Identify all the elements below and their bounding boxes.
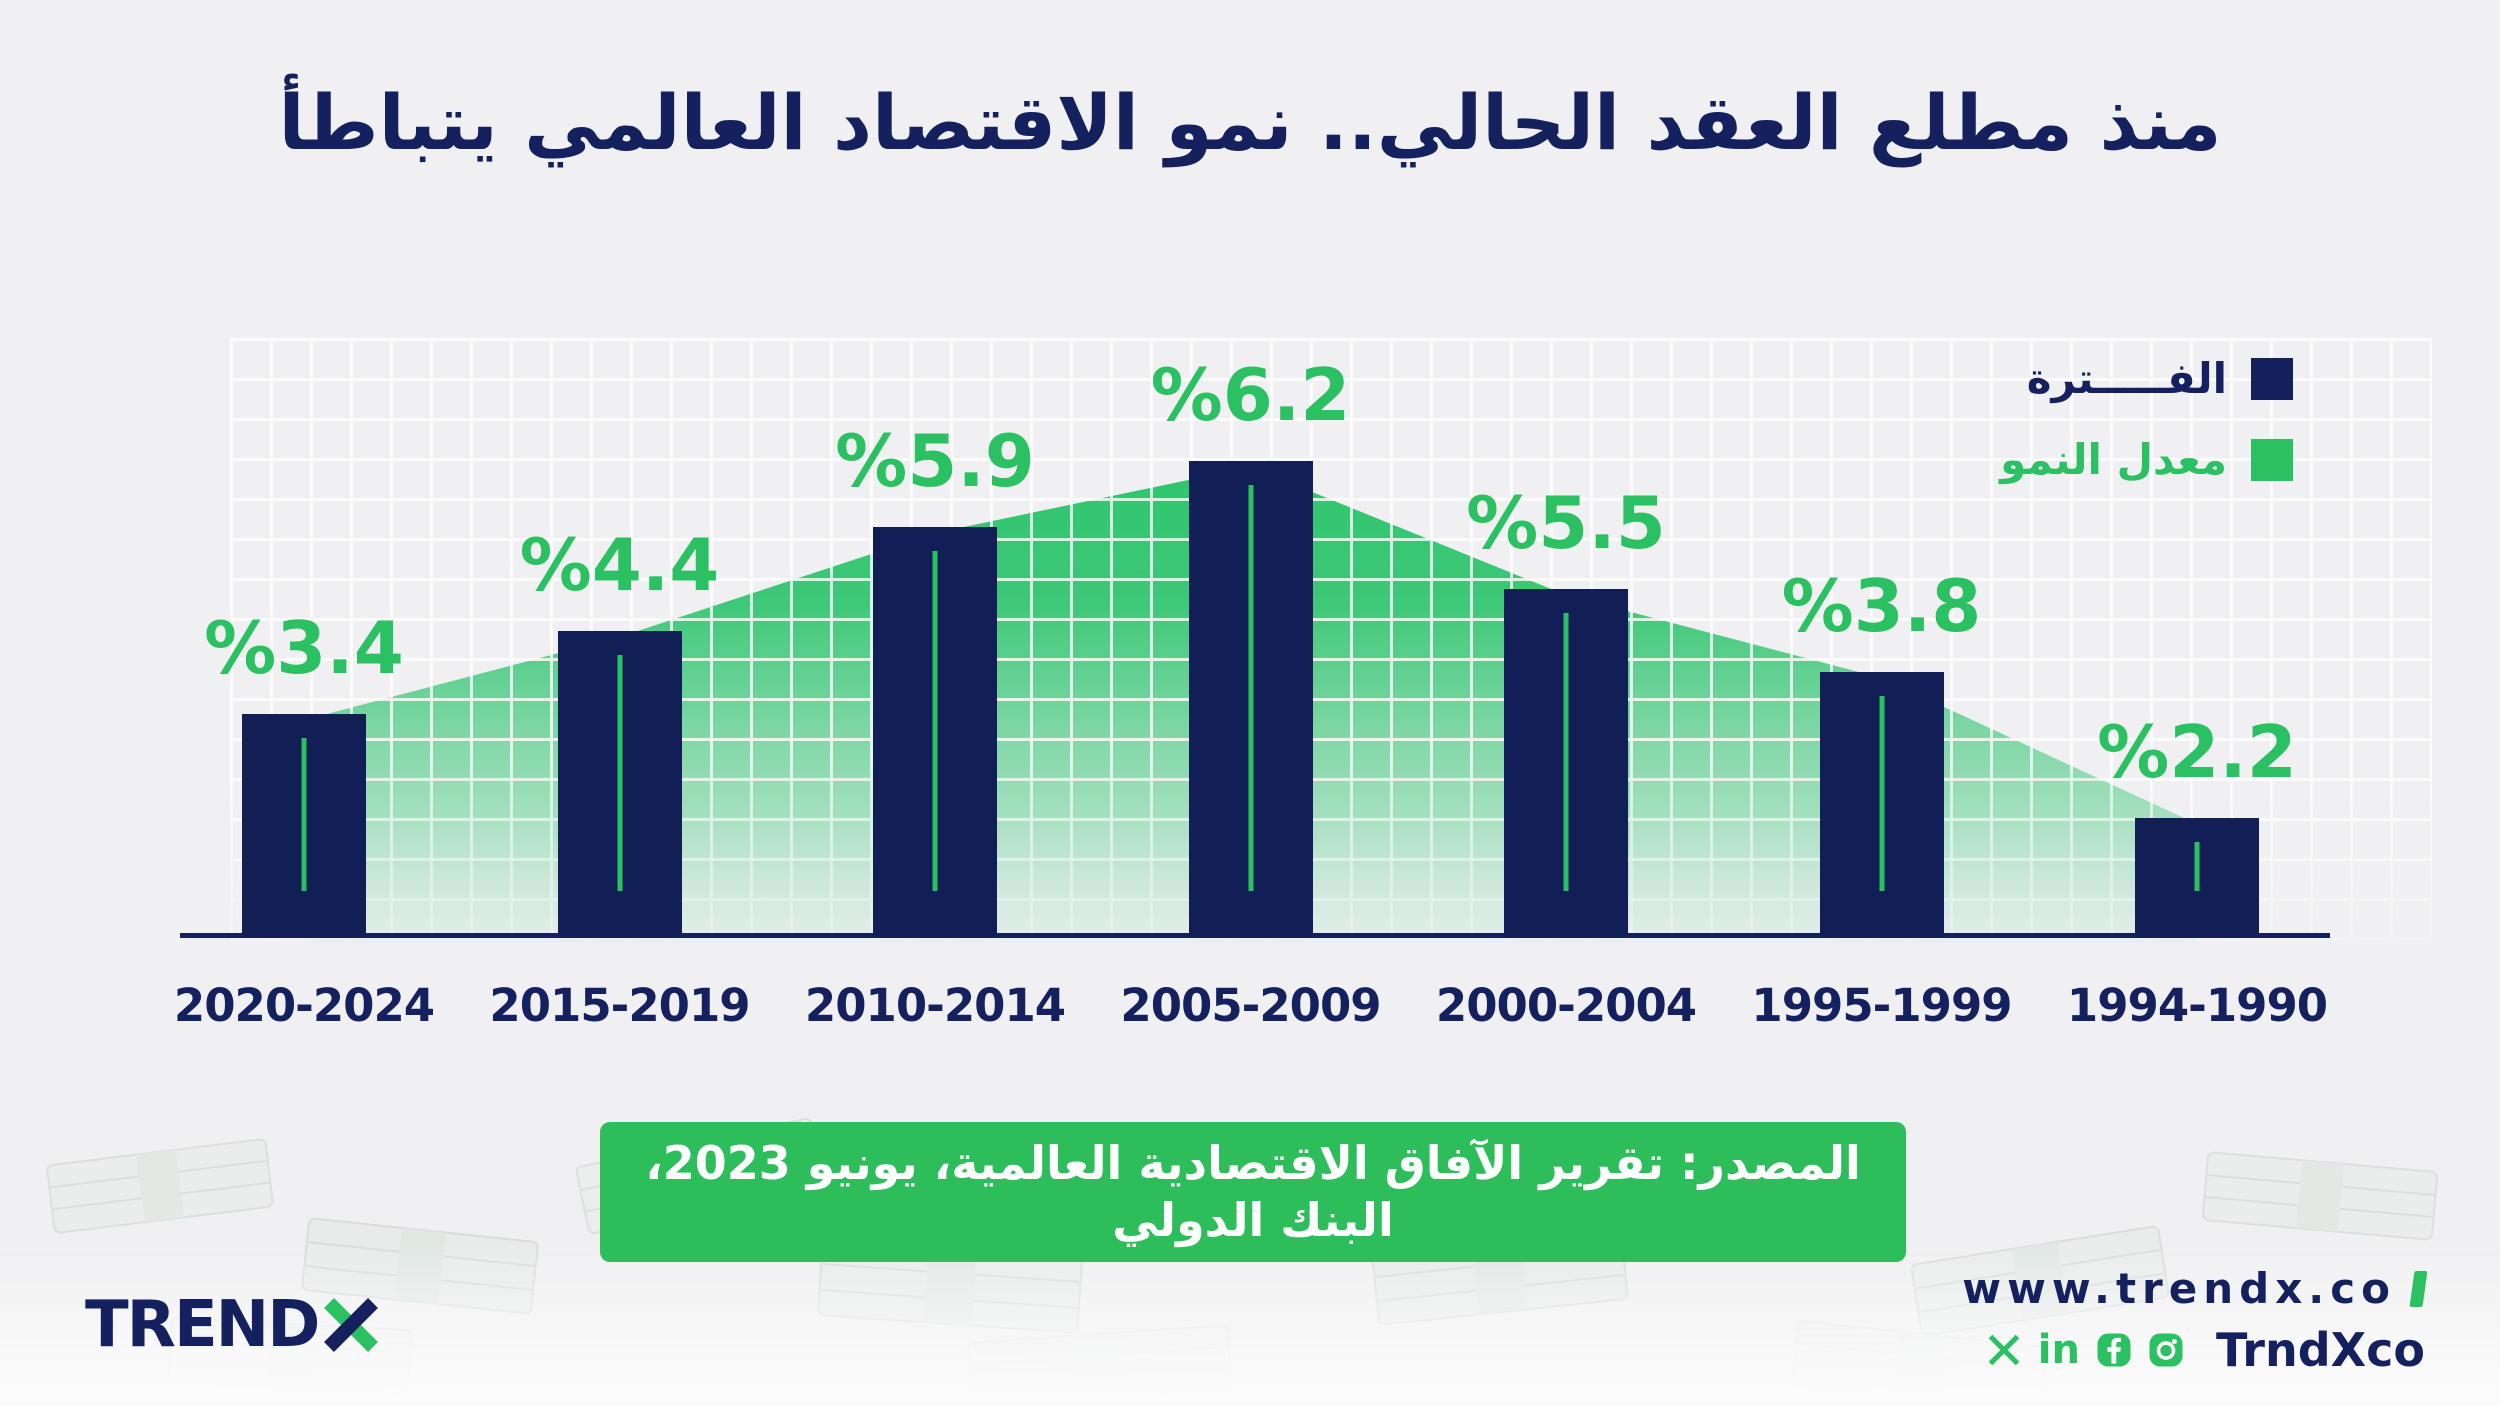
growth-label: معدل النمو — [2000, 435, 2227, 484]
source-text: المصدر: تقرير الآفاق الاقتصادية العالمية… — [645, 1135, 1861, 1248]
bar-inner-green-line — [301, 738, 307, 891]
period-swatch — [2251, 357, 2293, 400]
bar-2005-2009 — [1188, 461, 1313, 937]
value-label-1994-1990: %2.2 — [2097, 710, 2297, 794]
facebook-icon[interactable] — [2096, 1332, 2132, 1368]
category-label-2000-2004: 2000-2004 — [1435, 979, 1697, 1032]
x-icon[interactable] — [1986, 1332, 2022, 1368]
brand-logo: TREND — [85, 1288, 380, 1362]
value-label-2005-2009: %6.2 — [1150, 353, 1351, 437]
bar-2015-2019 — [557, 631, 682, 937]
category-label-2015-2019: 2015-2019 — [489, 979, 750, 1032]
legend-item-growth: معدل النمو — [2000, 435, 2293, 484]
website-link[interactable]: www.trendx.co — [1962, 1264, 2396, 1313]
bar-2020-2024 — [242, 714, 366, 937]
category-label-1994-1990: 1994-1990 — [2066, 979, 2328, 1032]
linkedin-icon[interactable]: in — [2037, 1327, 2080, 1373]
category-label-2010-2014: 2010-2014 — [804, 979, 1066, 1032]
bar-1995-1999 — [1819, 672, 1944, 937]
chart-legend: الفـــــترة معدل النمو — [2000, 354, 2293, 484]
bar-inner-green-line — [617, 655, 622, 891]
category-label-2005-2009: 2005-2009 — [1120, 979, 1381, 1032]
green-accent-mark — [2409, 1270, 2428, 1307]
growth-swatch — [2251, 438, 2293, 481]
bar-2010-2014 — [873, 527, 997, 937]
page-title: منذ مطلع العقد الحالي.. نمو الاقتصاد الع… — [278, 78, 2222, 167]
category-label-1995-1999: 1995-1999 — [1751, 979, 2012, 1032]
source-box: المصدر: تقرير الآفاق الاقتصادية العالمية… — [600, 1122, 1906, 1262]
social-row: in TrndXco — [1986, 1323, 2425, 1377]
instagram-icon[interactable] — [2148, 1332, 2184, 1368]
value-label-2010-2014: %5.9 — [835, 419, 1035, 503]
period-label: الفـــــترة — [2026, 354, 2227, 403]
value-label-2000-2004: %5.5 — [1466, 481, 1666, 565]
footer-contact: www.trendx.co in TrndXco — [1962, 1264, 2428, 1377]
social-handle[interactable]: TrndXco — [2215, 1323, 2425, 1377]
category-label-2020-2024: 2020-2024 — [173, 979, 435, 1032]
value-label-1995-1999: %3.8 — [1781, 564, 1982, 648]
bar-2000-2004 — [1504, 589, 1628, 937]
logo-x-icon — [324, 1298, 379, 1352]
bar-inner-green-line — [2194, 842, 2200, 891]
value-label-2015-2019: %4.4 — [519, 523, 720, 607]
value-label-2020-2024: %3.4 — [204, 606, 404, 690]
bar-1994-1990 — [2135, 818, 2259, 937]
bar-inner-green-line — [1563, 613, 1569, 891]
legend-item-period: الفـــــترة — [2027, 354, 2293, 403]
website-row: www.trendx.co — [1962, 1264, 2428, 1313]
logo-trend-text: TREND — [85, 1288, 320, 1362]
bar-inner-green-line — [932, 551, 938, 891]
bar-inner-green-line — [1248, 485, 1253, 891]
bar-inner-green-line — [1879, 696, 1884, 891]
